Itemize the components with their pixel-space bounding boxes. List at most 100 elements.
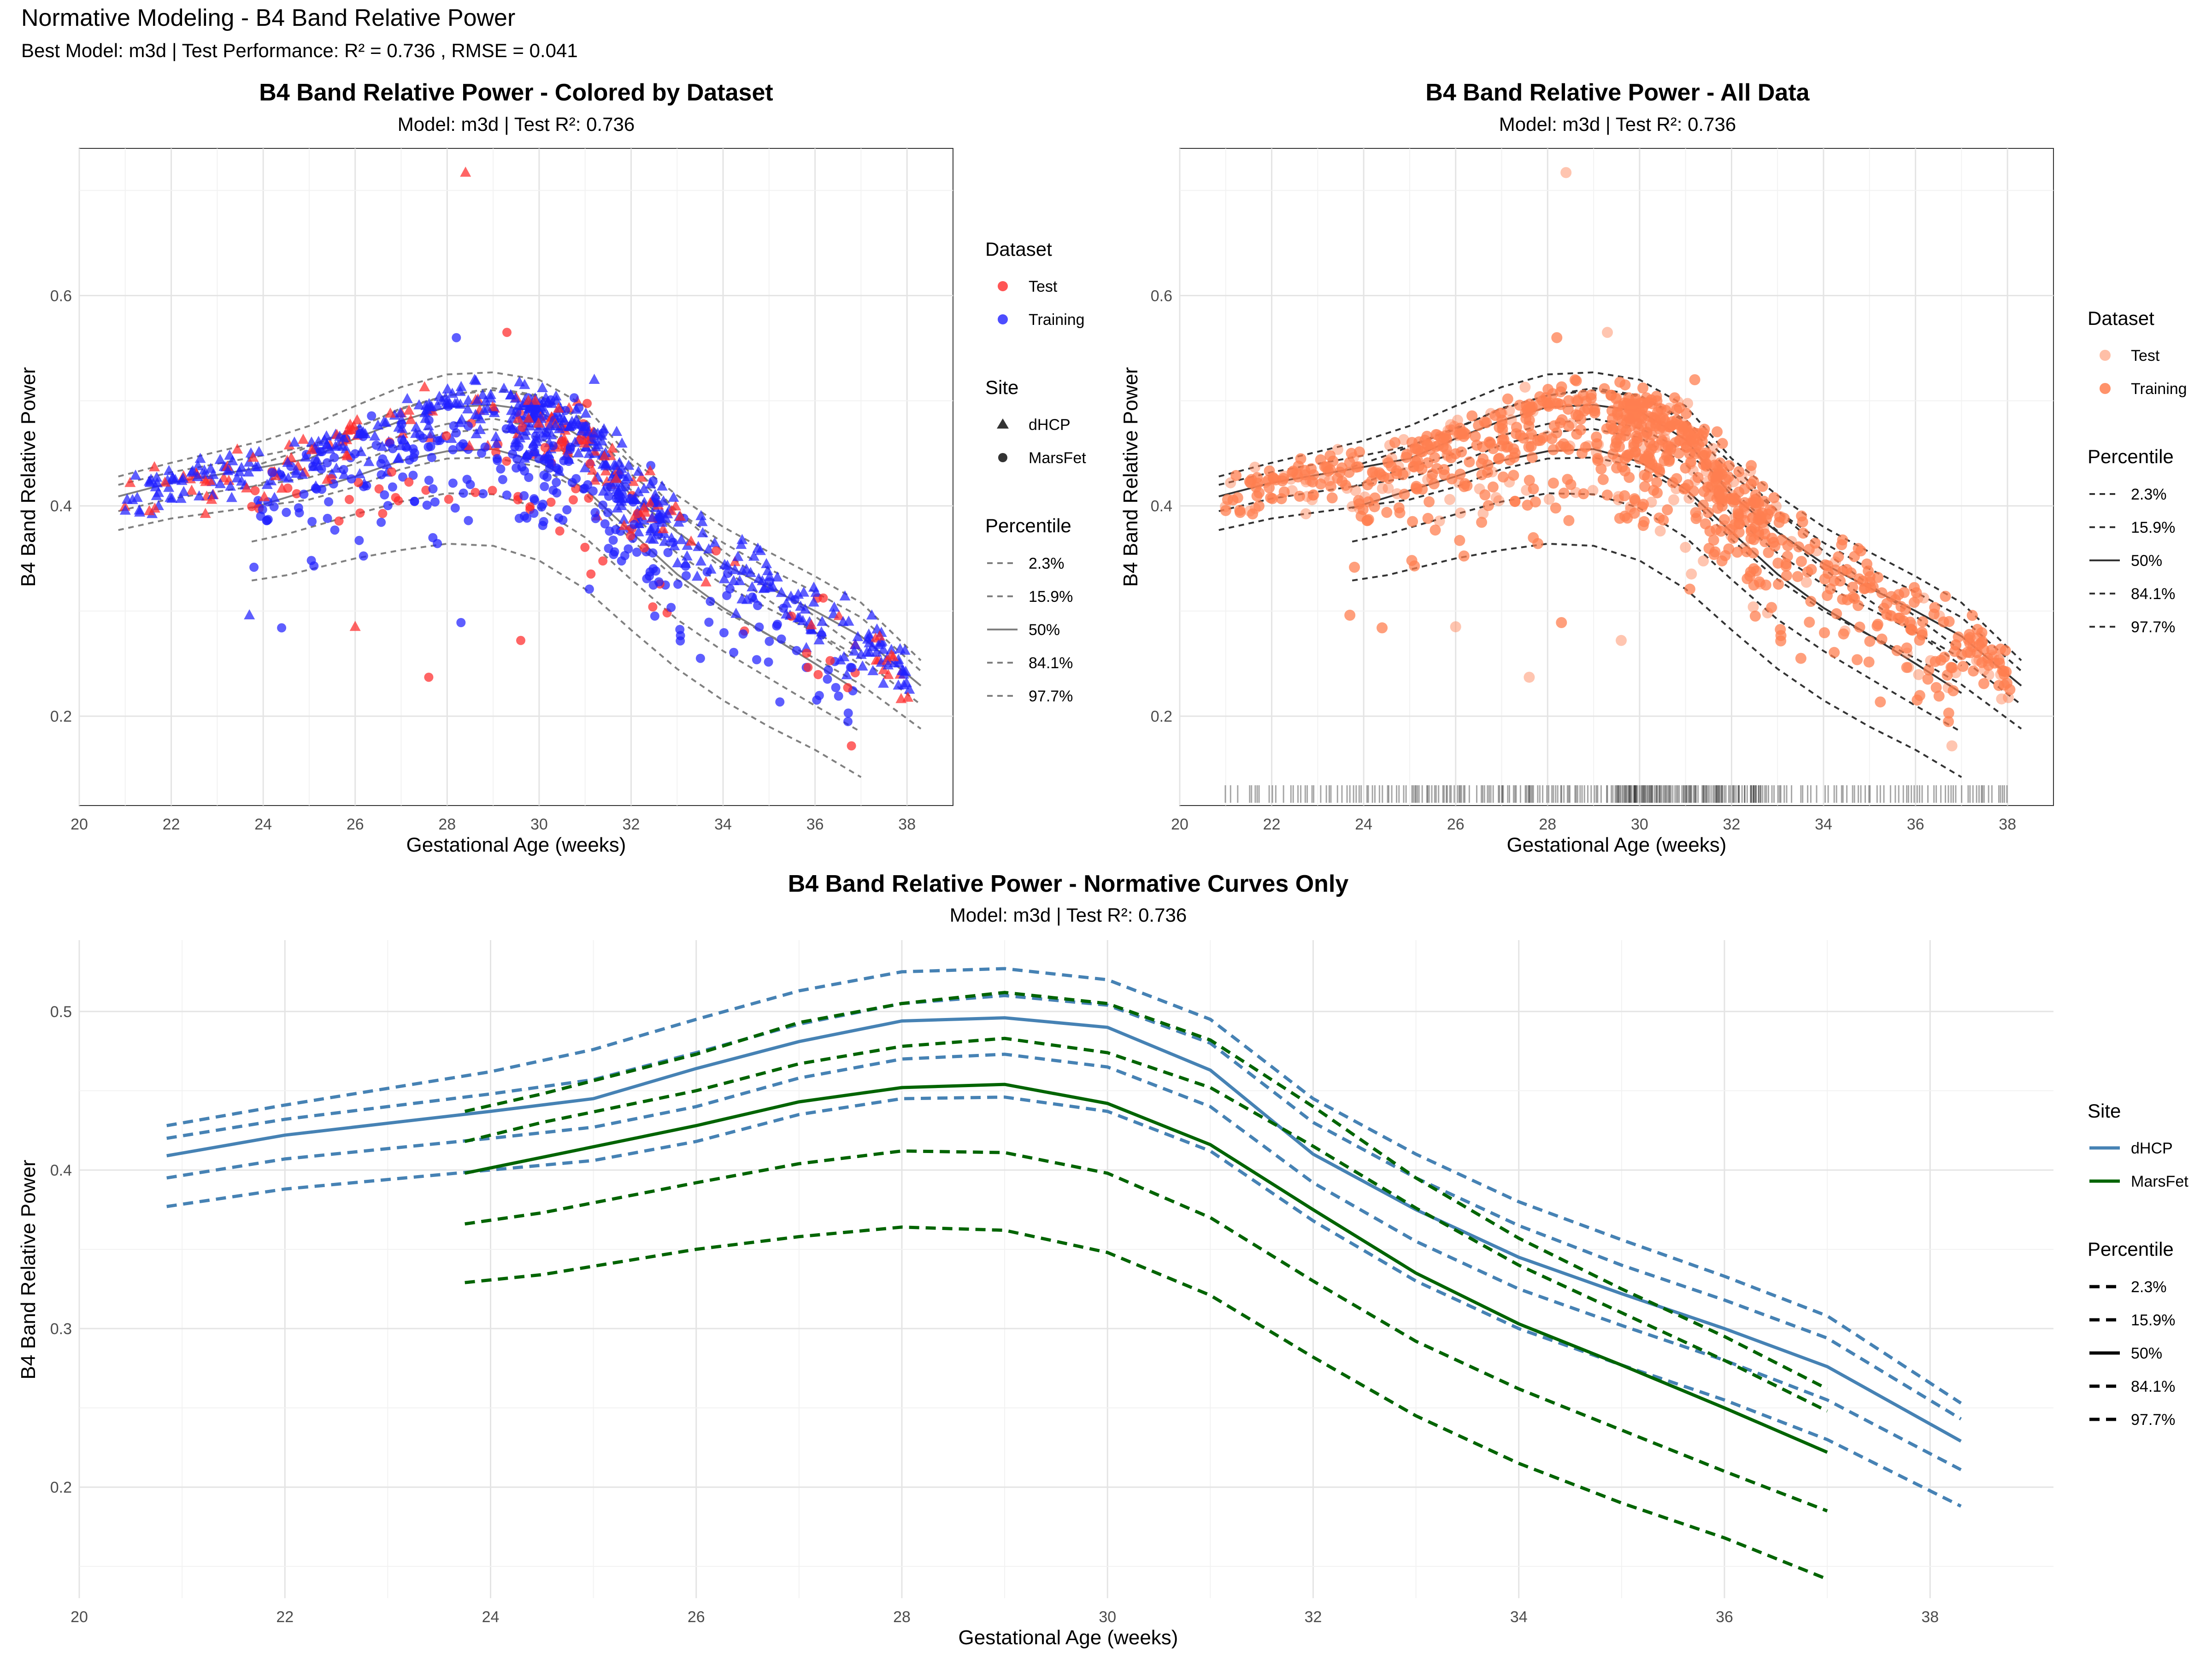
p1-point-triangle — [734, 575, 746, 585]
p1-y-tick-label: 0.2 — [50, 708, 72, 725]
p2-point — [1822, 560, 1834, 571]
p1-x-tick-label: 36 — [806, 816, 824, 833]
p2-point — [1837, 534, 1848, 546]
p1-point-circle — [753, 601, 763, 610]
p2-point — [1556, 414, 1568, 425]
p1-point-circle — [471, 488, 480, 497]
p2-point — [1300, 508, 1312, 519]
p2-point — [1636, 501, 1648, 513]
p1-point-triangle — [867, 665, 879, 676]
p2-point — [1792, 571, 1803, 582]
p2-point — [1930, 682, 1942, 693]
p2-x-tick-label: 26 — [1447, 816, 1465, 833]
p1-point-circle — [648, 548, 658, 558]
p2-point — [1616, 635, 1627, 646]
p1-point-triangle — [850, 639, 861, 649]
p1-point-circle — [654, 577, 664, 587]
p1-point-triangle — [685, 535, 697, 546]
p2-point — [1908, 597, 1920, 608]
p2-point — [1428, 478, 1440, 489]
p1-point-circle — [803, 663, 813, 672]
p1-point-triangle — [276, 482, 288, 493]
p2-point — [1511, 428, 1522, 440]
p2-point — [1422, 512, 1434, 524]
p2-point — [1597, 474, 1609, 485]
p1-point-circle — [444, 494, 453, 504]
p1-point-triangle — [153, 487, 165, 497]
p2-point — [1592, 453, 1603, 465]
p1-point-triangle — [163, 465, 175, 475]
p1-point-circle — [299, 489, 309, 499]
p1-point-triangle — [729, 564, 741, 574]
legend3-marsfet-label: MarsFet — [2131, 1173, 2188, 1190]
p1-point-circle — [764, 657, 773, 667]
p1-point-triangle — [633, 486, 644, 496]
p2-point — [1797, 527, 1809, 539]
p1-point-triangle — [533, 423, 544, 434]
p2-point — [1689, 374, 1700, 385]
panel-all-data-points — [1220, 167, 2016, 752]
p1-point-triangle — [442, 383, 453, 394]
p1-x-tick-label: 22 — [163, 816, 180, 833]
p1-point-triangle — [378, 416, 390, 426]
p1-point-triangle — [152, 477, 163, 488]
p1-point-triangle — [747, 581, 758, 592]
p2-point — [1708, 535, 1719, 546]
p2-point — [1306, 494, 1318, 506]
p1-point-triangle — [471, 395, 483, 405]
legend-marsfet-label: MarsFet — [1029, 449, 1086, 467]
p2-point — [1837, 565, 1849, 577]
p1-x-tick-label: 24 — [254, 816, 272, 833]
p1-point-circle — [547, 459, 556, 469]
p2-point — [1477, 441, 1488, 453]
p2-point — [1653, 512, 1665, 524]
p2-point — [1891, 645, 1903, 656]
p1-point-triangle — [653, 496, 664, 507]
p2-point — [1476, 469, 1488, 481]
p1-point-circle — [324, 497, 334, 506]
p3-x-tick-label: 22 — [276, 1608, 294, 1626]
legend-percentile-items: 2.3% 15.9% 50% 84.1% 97.7% — [987, 555, 1073, 705]
p1-point-triangle — [618, 520, 630, 530]
p1-point-circle — [584, 494, 594, 503]
p2-point — [1747, 601, 1759, 612]
p1-point-circle — [488, 486, 497, 495]
p2-point — [1524, 671, 1535, 683]
legend3-percentile-items: 2.3% 15.9% 50% 84.1% 97.7% — [2089, 1278, 2175, 1429]
p1-point-triangle — [583, 447, 595, 458]
p2-point — [1340, 480, 1351, 491]
p1-point-circle — [552, 477, 561, 487]
p1-point-triangle — [600, 465, 612, 476]
p1-point-triangle — [470, 409, 481, 419]
p1-point-triangle — [491, 437, 502, 448]
p2-point — [1562, 404, 1574, 415]
p2-point — [1506, 414, 1517, 426]
panel-dataset-xlabel: Gestational Age (weeks) — [406, 834, 626, 856]
p2-point — [1745, 465, 1756, 477]
p2-point — [1477, 508, 1489, 519]
p2-point — [1253, 500, 1265, 512]
p1-point-circle — [706, 597, 715, 606]
panel-dataset: B4 Band Relative Power - Colored by Data… — [17, 79, 1086, 856]
p3-x-tick-label: 36 — [1716, 1608, 1733, 1626]
legend3-dhcp-label: dHCP — [2131, 1140, 2173, 1157]
p3-curve-marsfet-50 — [464, 1082, 1828, 1454]
p2-point — [1947, 662, 1958, 673]
p1-y-tick-label: 0.4 — [50, 498, 72, 515]
p2-point — [1700, 460, 1712, 472]
p1-point-circle — [408, 471, 418, 480]
p1-point-triangle — [401, 393, 413, 403]
p2-point — [1923, 664, 1935, 676]
p1-point-triangle — [644, 465, 656, 476]
p1-point-triangle — [186, 484, 197, 495]
p2-point — [1341, 482, 1353, 494]
legend-dataset-title: Dataset — [985, 238, 1052, 260]
p1-point-circle — [552, 488, 562, 498]
p1-point-triangle — [338, 432, 349, 442]
p2-point — [1747, 512, 1759, 524]
p2-point — [1847, 591, 1859, 603]
p2-point — [1773, 578, 1784, 590]
p2-point — [1444, 494, 1455, 505]
p2-point — [1745, 478, 1757, 490]
p2-point — [1454, 468, 1466, 480]
